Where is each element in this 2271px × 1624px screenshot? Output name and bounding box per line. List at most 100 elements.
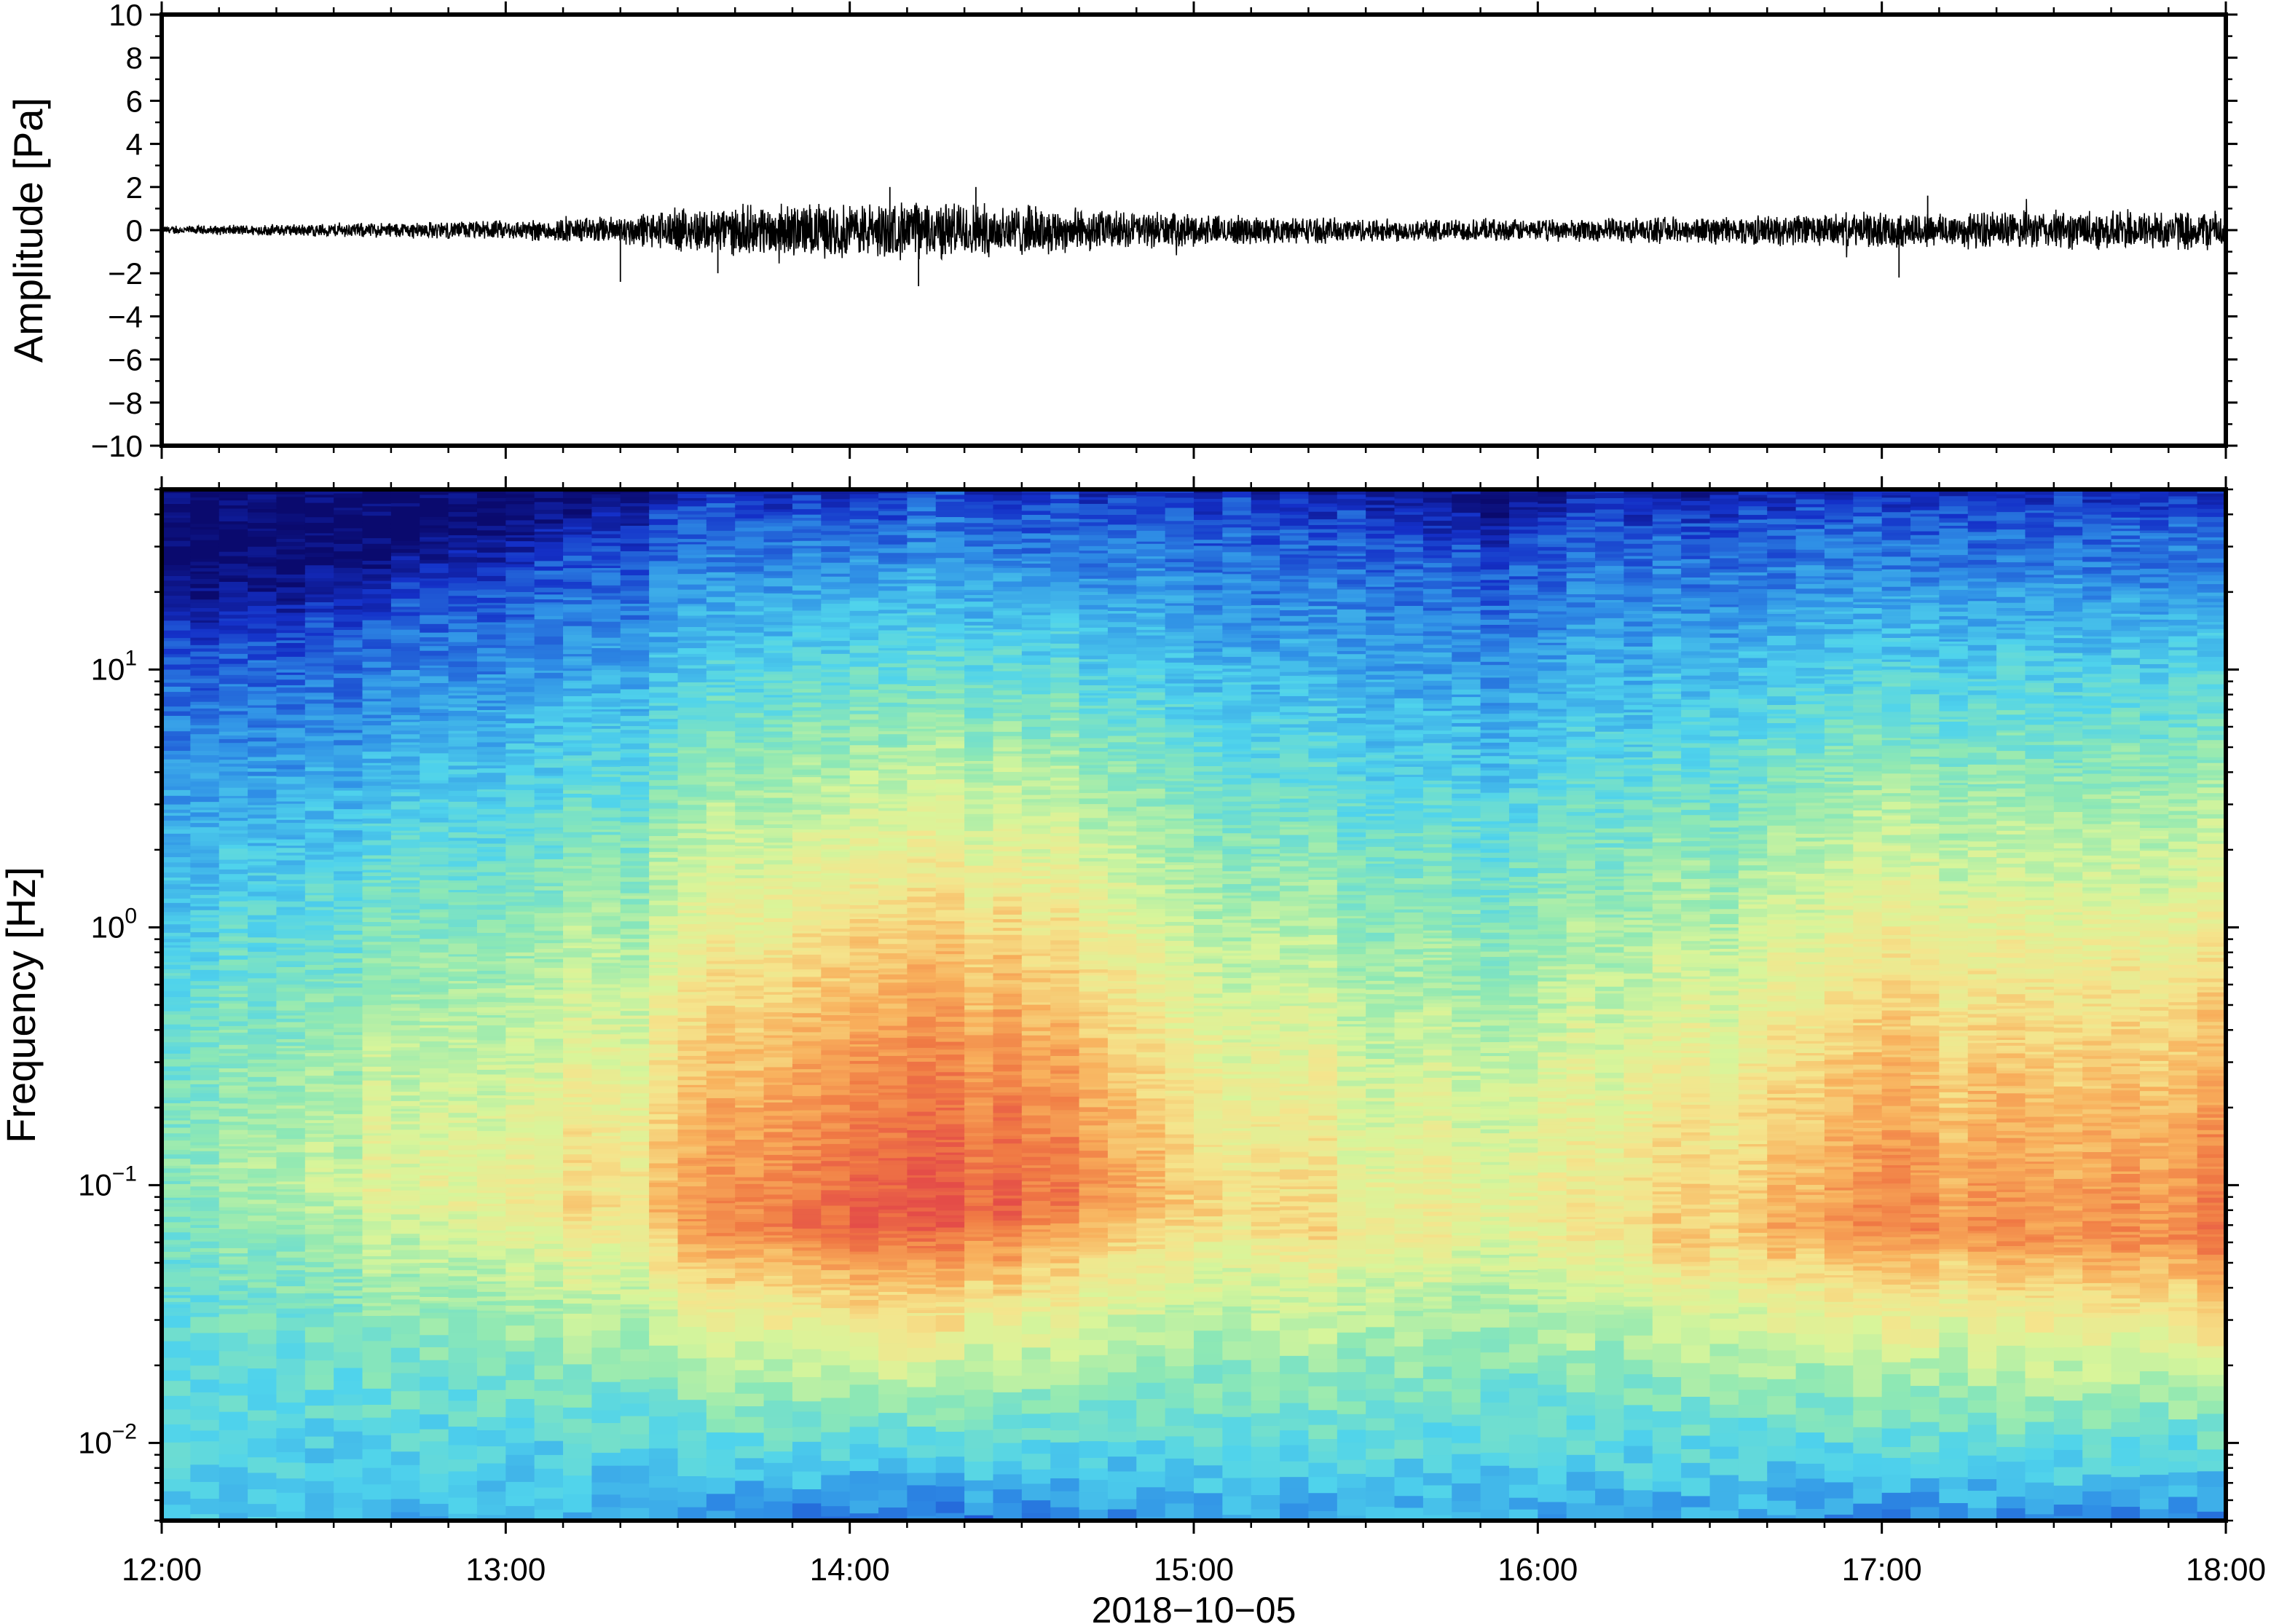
- spectrogram-cell: [420, 683, 449, 687]
- spectrogram-cell: [276, 1229, 306, 1235]
- spectrogram-cell: [649, 762, 679, 766]
- spectrogram-cell: [362, 1235, 392, 1241]
- spectrogram-cell: [390, 1270, 421, 1274]
- spectrogram-cell: [763, 947, 793, 951]
- spectrogram-cell: [591, 814, 621, 819]
- spectrogram-cell: [505, 789, 535, 795]
- spectrogram-cell: [706, 1201, 736, 1204]
- spectrogram-cell: [219, 1256, 248, 1260]
- spectrogram-cell: [505, 1272, 535, 1277]
- spectrogram-cell: [677, 674, 707, 678]
- spectrogram-cell: [706, 1296, 736, 1300]
- spectrogram-cell: [563, 899, 593, 903]
- spectrogram-cell: [476, 572, 507, 577]
- spectrogram-cell: [649, 756, 679, 762]
- spectrogram-cell: [448, 1219, 478, 1224]
- spectrogram-cell: [304, 974, 334, 980]
- spectrogram-cell: [706, 1071, 736, 1077]
- spectrogram-cell: [677, 1304, 707, 1308]
- spectrogram-cell: [649, 667, 679, 674]
- spectrogram-cell: [620, 619, 650, 624]
- spectrogram-cell: [219, 718, 248, 723]
- spectrogram-cell: [677, 1029, 707, 1036]
- spectrogram-cell: [162, 754, 192, 760]
- spectrogram-cell: [304, 981, 334, 988]
- spectrogram-cell: [505, 1092, 535, 1097]
- spectrogram-cell: [219, 706, 248, 709]
- spectrogram-cell: [334, 1352, 363, 1368]
- spectrogram-cell: [706, 1023, 736, 1029]
- spectrogram-cell: [448, 547, 478, 551]
- spectrogram-cell: [219, 658, 248, 665]
- spectrogram-cell: [420, 676, 449, 679]
- spectrogram-cell: [362, 603, 392, 610]
- spectrogram-cell: [534, 1121, 564, 1126]
- spectrogram-cell: [190, 591, 220, 596]
- spectrogram-cell: [362, 646, 392, 650]
- spectrogram-cell: [248, 1233, 278, 1240]
- spectrogram-cell: [563, 492, 593, 499]
- spectrogram-cell: [563, 1205, 593, 1209]
- spectrogram-cell: [248, 1256, 278, 1262]
- spectrogram-cell: [276, 701, 306, 705]
- spectrogram-cell: [763, 1089, 793, 1096]
- spectrogram-cell: [390, 994, 421, 998]
- spectrogram-cell: [390, 1079, 421, 1086]
- spectrogram-cell: [390, 883, 421, 888]
- spectrogram-cell: [162, 932, 192, 937]
- spectrogram-cell: [162, 549, 192, 553]
- spectrogram-cell: [735, 1135, 765, 1140]
- spectrogram-cell: [649, 934, 679, 939]
- spectrogram-cell: [248, 1032, 278, 1036]
- spectrogram-cell: [190, 561, 220, 567]
- spectrogram-cell: [448, 1426, 478, 1446]
- spectrogram-cell: [505, 1083, 535, 1087]
- spectrogram-cell: [706, 602, 736, 608]
- spectrogram-cell: [649, 1253, 679, 1257]
- spectrogram-cell: [448, 837, 478, 842]
- spectrogram-cell: [362, 826, 392, 832]
- spectrogram-cell: [706, 929, 736, 933]
- spectrogram-cell: [620, 519, 650, 524]
- spectrogram-cell: [505, 924, 535, 928]
- spectrogram-cell: [505, 974, 535, 980]
- spectrogram-cell: [505, 1013, 535, 1019]
- spectrogram-cell: [334, 696, 363, 701]
- spectrogram-cell: [219, 760, 248, 765]
- spectrogram-cell: [620, 749, 650, 754]
- spectrogram-cell: [390, 634, 421, 640]
- spectrogram-cell: [304, 581, 334, 588]
- spectrogram-cell: [190, 1042, 220, 1048]
- spectrogram-cell: [505, 1481, 535, 1497]
- spectrogram-cell: [219, 845, 248, 849]
- spectrogram-cell: [591, 627, 621, 633]
- spectrogram-cell: [162, 522, 192, 528]
- spectrogram-cell: [334, 795, 363, 802]
- spectrogram-cell: [390, 782, 421, 785]
- spectrogram-cell: [420, 632, 449, 638]
- spectrogram-cell: [304, 623, 334, 628]
- spectrogram-cell: [190, 985, 220, 990]
- spectrogram-cell: [190, 974, 220, 979]
- spectrogram-cell: [248, 1473, 278, 1490]
- spectrogram-cell: [706, 1140, 736, 1147]
- spectrogram-cell: [476, 785, 507, 790]
- spectrogram-cell: [304, 1192, 334, 1197]
- spectrogram-heatmap: [162, 489, 2226, 1521]
- spectrogram-cell: [620, 492, 650, 498]
- spectrogram-cell: [763, 1180, 793, 1188]
- spectrogram-cell: [591, 934, 621, 939]
- spectrogram-cell: [334, 573, 363, 578]
- spectrogram-cell: [420, 646, 449, 649]
- spectrogram-cell: [649, 1231, 679, 1236]
- spectrogram-cell: [248, 588, 278, 593]
- spectrogram-cell: [219, 1502, 248, 1514]
- spectrogram-cell: [649, 575, 679, 581]
- spectrogram-cell: [563, 607, 593, 611]
- spectrogram-cell: [563, 1313, 593, 1320]
- spectrogram-cell: [591, 870, 621, 873]
- spectrogram-cell: [162, 552, 192, 559]
- spectrogram-cell: [534, 574, 564, 580]
- spectrogram-cell: [735, 899, 765, 905]
- spectrogram-cell: [276, 1012, 306, 1017]
